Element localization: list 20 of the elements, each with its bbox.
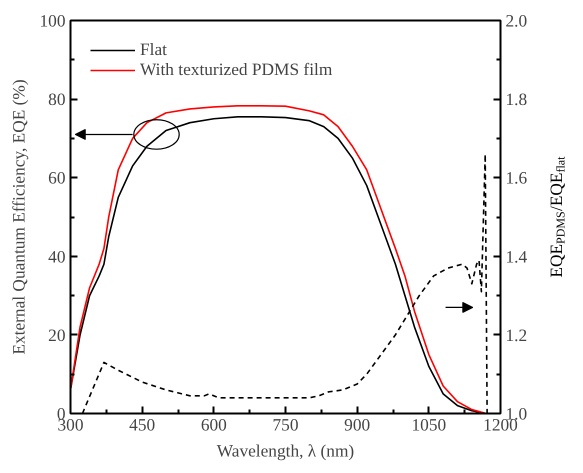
x-tick-label: 600 [200, 416, 227, 434]
y2-tick-label: 1.8 [506, 90, 528, 110]
y-axis-title: External Quantum Efficiency, EQE (%) [10, 79, 29, 355]
y2-tick-label: 1.4 [506, 247, 528, 266]
y-tick-label: 100 [40, 12, 66, 30]
y-tick-label: 20 [48, 326, 66, 345]
x-axis-title: Wavelength, λ (nm) [216, 442, 354, 460]
y2-axis-title: EQEPDMS/EQEflat [547, 156, 568, 278]
x-tick-label: 750 [272, 416, 299, 434]
x-tick-label: 900 [344, 416, 370, 434]
y2-tick-label: 1.6 [506, 168, 528, 188]
y2-tick-label: 2.0 [506, 12, 528, 30]
y-tick-label: 40 [48, 247, 66, 266]
x-tick-label: 1050 [412, 416, 446, 434]
legend-label: Flat [140, 40, 167, 60]
legend-label: With texturized PDMS film [140, 60, 332, 80]
y2-tick-label: 1.2 [506, 326, 528, 345]
y-tick-label: 60 [48, 168, 66, 188]
x-tick-label: 450 [129, 416, 156, 434]
y-tick-label: 80 [48, 90, 66, 110]
